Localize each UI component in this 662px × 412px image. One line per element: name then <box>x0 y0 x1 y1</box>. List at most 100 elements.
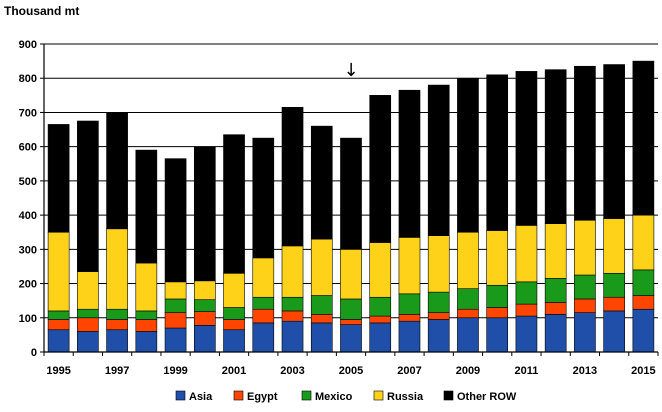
bar-segment-egypt <box>135 319 158 332</box>
bar-segment-mexico <box>603 272 625 298</box>
bar-segment-other-row <box>369 95 392 243</box>
bar-segment-mexico <box>457 288 479 310</box>
x-tick-label: 2005 <box>339 365 363 377</box>
bar-segment-egypt <box>106 319 128 331</box>
bar-segment-russia <box>47 231 70 312</box>
bar-segment-asia <box>193 325 216 353</box>
bar-segment-asia <box>486 317 509 353</box>
bar-segment-russia <box>252 257 275 298</box>
y-axis-unit-label: Thousand mt <box>4 4 80 18</box>
bar-segment-asia <box>398 320 421 353</box>
bar-segment-asia <box>77 331 99 353</box>
bar-segment-russia <box>106 228 128 310</box>
bar-segment-egypt <box>427 312 450 320</box>
bar-segment-asia <box>106 329 128 353</box>
bar-segment-russia <box>77 271 99 310</box>
bar-segment-mexico <box>515 281 538 305</box>
bar-segment-russia <box>398 237 421 295</box>
annotation-arrow: ↓ <box>343 60 358 81</box>
bar-segment-russia <box>135 262 158 312</box>
legend-swatch <box>301 390 312 401</box>
bar-segment-mexico <box>486 284 509 308</box>
x-tick-label: 2015 <box>631 365 655 377</box>
bar-segment-russia <box>486 230 509 286</box>
x-tick-label: 2001 <box>222 365 246 377</box>
bar-segment-other-row <box>340 137 362 250</box>
bar-segment-mexico <box>427 291 450 313</box>
bar-segment-mexico <box>77 308 99 319</box>
bar-segment-asia <box>135 331 158 353</box>
bar-segment-other-row <box>223 134 245 274</box>
bar-segment-asia <box>632 308 655 353</box>
x-tick-label: 1995 <box>46 365 70 377</box>
bar-segment-other-row <box>106 112 128 230</box>
x-tick-label: 2009 <box>456 365 480 377</box>
bar-segment-egypt <box>603 296 625 312</box>
bar-segment-asia <box>252 322 275 353</box>
y-tick-label: 0 <box>31 347 37 359</box>
bar-segment-other-row <box>164 158 187 283</box>
bar-segment-mexico <box>47 310 70 320</box>
bar-segment-egypt <box>77 317 99 332</box>
y-tick-label: 200 <box>19 279 37 291</box>
bar-segment-asia <box>47 329 70 353</box>
bar-segment-mexico <box>398 293 421 315</box>
legend-label: Russia <box>387 391 424 403</box>
legend-swatch <box>175 390 186 401</box>
y-tick-label: 400 <box>19 210 37 222</box>
y-tick-label: 900 <box>19 39 37 51</box>
bar-segment-russia <box>340 249 362 300</box>
x-tick-label: 2007 <box>397 365 421 377</box>
x-tick-label: 2011 <box>514 365 538 377</box>
bar-segment-egypt <box>369 315 392 324</box>
legend-swatch <box>373 390 384 401</box>
bar-segment-other-row <box>193 146 216 282</box>
y-tick-label: 800 <box>19 73 37 85</box>
bar-segment-egypt <box>47 319 70 331</box>
bar-segment-other-row <box>427 84 450 236</box>
bar-segment-mexico <box>164 298 187 313</box>
bar-segment-asia <box>544 314 567 353</box>
bar-segment-egypt <box>310 314 333 324</box>
bar-segment-other-row <box>252 137 275 259</box>
bar-segment-mexico <box>544 278 567 303</box>
bar-segment-other-row <box>632 60 655 216</box>
bar-segment-egypt <box>223 319 245 331</box>
bar-segment-russia <box>310 238 333 296</box>
bar-segment-asia <box>310 322 333 353</box>
bar-segment-mexico <box>252 296 275 310</box>
bar-segment-mexico <box>632 269 655 296</box>
bar-segment-other-row <box>47 124 70 233</box>
bar-segment-asia <box>281 320 304 353</box>
bar-segment-asia <box>457 317 479 353</box>
y-tick-label: 300 <box>19 244 37 256</box>
legend-swatch <box>443 390 454 401</box>
bar-segment-asia <box>574 312 596 353</box>
legend-label: Mexico <box>315 391 353 403</box>
bar-segment-other-row <box>574 65 596 221</box>
bar-segment-mexico <box>223 307 245 320</box>
bar-segment-asia <box>603 310 625 353</box>
y-tick-label: 500 <box>19 176 37 188</box>
bar-segment-other-row <box>281 107 304 247</box>
bar-segment-russia <box>544 223 567 279</box>
bar-segment-russia <box>369 242 392 298</box>
bar-segment-russia <box>515 225 538 283</box>
bar-segment-asia <box>223 329 245 353</box>
bar-segment-asia <box>164 327 187 353</box>
bar-segment-egypt <box>574 298 596 313</box>
bar-segment-mexico <box>369 296 392 317</box>
bar-segment-russia <box>603 218 625 274</box>
bar-segment-russia <box>457 231 479 289</box>
bar-segment-asia <box>427 319 450 353</box>
legend-label: Other ROW <box>457 391 517 403</box>
bar-segment-mexico <box>310 295 333 315</box>
bar-segment-other-row <box>515 71 538 226</box>
bar-segment-asia <box>369 322 392 353</box>
x-tick-label: 2003 <box>280 365 304 377</box>
bar-segment-other-row <box>398 89 421 238</box>
bar-segment-other-row <box>77 120 99 272</box>
bar-segment-egypt <box>457 308 479 319</box>
bar-segment-egypt <box>164 312 187 329</box>
